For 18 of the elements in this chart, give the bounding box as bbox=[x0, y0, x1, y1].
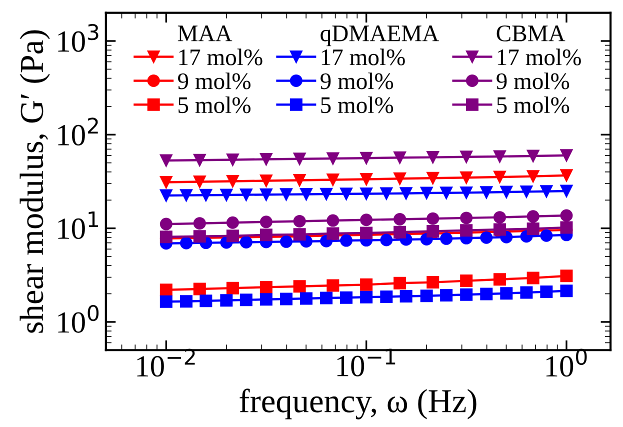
legend-label: 5 mol% bbox=[497, 96, 570, 114]
legend-label: 17 mol% bbox=[179, 48, 262, 66]
y-tick-label: 10$^{3}$ bbox=[58, 24, 98, 52]
legend-label: 5 mol% bbox=[178, 96, 251, 114]
x-axis-title: frequency, ω (Hz) bbox=[240, 388, 476, 420]
y-tick-label: 10$^{2}$ bbox=[58, 118, 98, 146]
y-tick-label: 10$^{0}$ bbox=[58, 304, 99, 333]
legend-label: 17 mol% bbox=[498, 48, 581, 66]
annotation: MAA bbox=[178, 26, 232, 42]
legend-label: 9 mol% bbox=[178, 72, 251, 90]
annotation: qDMAEMA bbox=[320, 26, 439, 46]
legend-label: 9 mol% bbox=[496, 72, 570, 90]
annotation: CBMA bbox=[496, 26, 566, 42]
legend-label: 5 mol% bbox=[321, 96, 394, 114]
y-tick-label: 10$^{1}$ bbox=[58, 211, 98, 240]
legend-label: 9 mol% bbox=[320, 72, 394, 90]
legend-label: 17 mol% bbox=[322, 48, 405, 66]
y-axis-title: shear modulus, G′ (Pa) bbox=[20, 30, 50, 333]
